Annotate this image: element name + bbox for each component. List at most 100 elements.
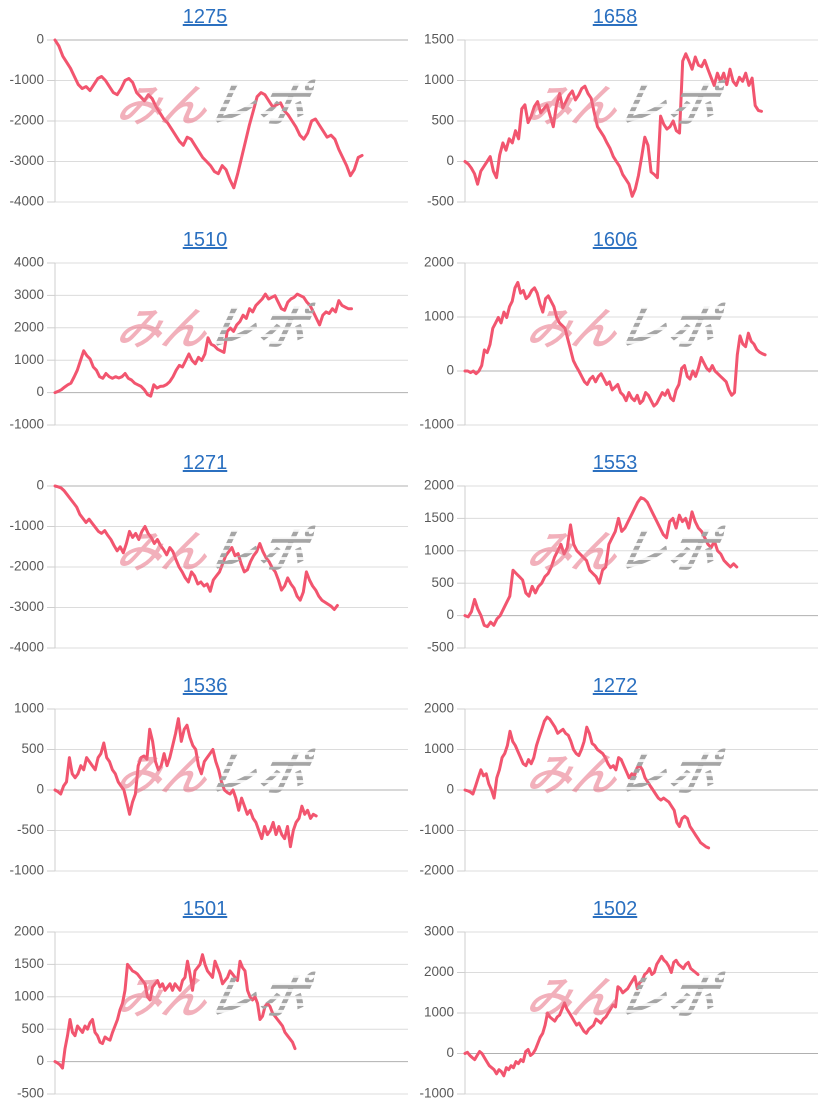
y-axis-tick-label: -1000 <box>9 863 44 878</box>
chart-title-link[interactable]: 1271 <box>182 452 228 474</box>
y-axis-tick-label: -1000 <box>9 417 44 432</box>
data-series-line <box>463 52 763 198</box>
chart-title-row: 1658 <box>410 0 820 34</box>
y-axis-tick-label: 1500 <box>14 956 44 971</box>
chart-plot-area: 2000 1000 0 -1000 みんレポ <box>410 257 820 446</box>
chart-cell: 1536 1000 500 0 -500 -1000 みんレポ <box>0 669 410 892</box>
chart-title-row: 1553 <box>410 446 820 480</box>
data-series-line <box>53 484 339 611</box>
y-axis-tick-label: 0 <box>36 1053 44 1068</box>
chart-cell: 1658 1500 1000 500 0 -500 みんレポ <box>410 0 820 223</box>
y-axis-tick-label: -500 <box>17 1086 44 1101</box>
y-axis-tick-label: 2000 <box>424 257 454 270</box>
y-axis-tick-label: 2000 <box>14 926 44 939</box>
y-axis-tick-label: 2000 <box>424 703 454 716</box>
chart-title-link[interactable]: 1553 <box>592 452 638 474</box>
chart-cell: 1275 0 -1000 -2000 -3000 -4000 みんレポ <box>0 0 410 223</box>
y-axis-tick-label: 0 <box>446 153 454 168</box>
y-axis-tick-label: -2000 <box>9 113 44 128</box>
y-axis-tick-label: -500 <box>17 822 44 837</box>
line-chart-svg: 2000 1000 0 -1000 -2000 <box>419 703 818 878</box>
y-axis-tick-label: 4000 <box>14 257 44 270</box>
y-axis-tick-label: 500 <box>431 113 454 128</box>
y-axis-tick-label: -1000 <box>419 822 454 837</box>
chart-title-link[interactable]: 1275 <box>182 6 228 28</box>
y-axis-tick-label: 500 <box>21 1021 44 1036</box>
chart-title-row: 1272 <box>410 669 820 703</box>
chart-title-row: 1502 <box>410 892 820 926</box>
chart-cell: 1553 2000 1500 1000 500 0 -500 みんレポ <box>410 446 820 669</box>
line-chart-svg: 0 -1000 -2000 -3000 -4000 <box>9 480 408 655</box>
chart-title-link[interactable]: 1272 <box>592 675 638 697</box>
chart-title-link[interactable]: 1658 <box>592 6 638 28</box>
y-axis-tick-label: 0 <box>36 782 44 797</box>
y-axis-tick-label: -1000 <box>9 72 44 87</box>
y-axis-tick-label: -2000 <box>9 559 44 574</box>
line-chart-svg: 2000 1500 1000 500 0 -500 <box>424 480 818 655</box>
data-series-line <box>53 717 318 849</box>
chart-title-row: 1510 <box>0 223 410 257</box>
data-series-line <box>463 496 739 629</box>
chart-title-link[interactable]: 1536 <box>182 675 228 697</box>
y-axis-tick-label: 0 <box>446 782 454 797</box>
y-axis-tick-label: -4000 <box>9 640 44 655</box>
chart-title-row: 1606 <box>410 223 820 257</box>
y-axis-tick-label: -1000 <box>419 1086 454 1101</box>
chart-plot-area: 3000 2000 1000 0 -1000 みんレポ <box>410 926 820 1115</box>
data-series-line <box>53 38 364 190</box>
chart-cell: 1272 2000 1000 0 -1000 -2000 みんレポ <box>410 669 820 892</box>
y-axis-tick-label: -2000 <box>419 863 454 878</box>
y-axis-tick-label: -3000 <box>9 153 44 168</box>
y-axis-tick-label: 1000 <box>424 72 454 87</box>
y-axis-tick-label: -4000 <box>9 194 44 209</box>
y-axis-tick-label: 2000 <box>424 480 454 493</box>
line-chart-svg: 2000 1500 1000 500 0 -500 <box>14 926 408 1101</box>
y-axis-tick-label: -1000 <box>419 417 454 432</box>
chart-cell: 1606 2000 1000 0 -1000 みんレポ <box>410 223 820 446</box>
y-axis-tick-label: 1000 <box>14 703 44 716</box>
y-axis-tick-label: 0 <box>446 363 454 378</box>
data-series-line <box>53 953 297 1070</box>
chart-plot-area: 0 -1000 -2000 -3000 -4000 みんレポ <box>0 480 410 669</box>
chart-cell: 1271 0 -1000 -2000 -3000 -4000 みんレポ <box>0 446 410 669</box>
y-axis-tick-label: 0 <box>446 607 454 622</box>
chart-plot-area: 1500 1000 500 0 -500 みんレポ <box>410 34 820 223</box>
y-axis-tick-label: -3000 <box>9 599 44 614</box>
chart-cell: 1510 4000 3000 2000 1000 0 -1000 みんレポ <box>0 223 410 446</box>
line-chart-svg: 2000 1000 0 -1000 <box>419 257 818 432</box>
chart-title-row: 1275 <box>0 0 410 34</box>
chart-plot-area: 2000 1500 1000 500 0 -500 みんレポ <box>0 926 410 1115</box>
chart-title-link[interactable]: 1501 <box>182 898 228 920</box>
y-axis-tick-label: 500 <box>21 741 44 756</box>
y-axis-tick-label: 2000 <box>424 964 454 979</box>
chart-title-row: 1501 <box>0 892 410 926</box>
y-axis-tick-label: 1000 <box>14 988 44 1003</box>
y-axis-tick-label: 1000 <box>424 309 454 324</box>
y-axis-tick-label: 3000 <box>424 926 454 939</box>
y-axis-tick-label: 0 <box>36 34 44 47</box>
y-axis-tick-label: -1000 <box>9 518 44 533</box>
chart-title-row: 1271 <box>0 446 410 480</box>
y-axis-tick-label: 1000 <box>14 352 44 367</box>
y-axis-tick-label: 3000 <box>14 287 44 302</box>
chart-title-link[interactable]: 1510 <box>182 229 228 251</box>
y-axis-tick-label: 500 <box>431 575 454 590</box>
y-axis-tick-label: 2000 <box>14 319 44 334</box>
y-axis-tick-label: 0 <box>36 480 44 493</box>
chart-plot-area: 1000 500 0 -500 -1000 みんレポ <box>0 703 410 892</box>
y-axis-tick-label: 0 <box>36 384 44 399</box>
y-axis-tick-label: 1500 <box>424 510 454 525</box>
chart-title-link[interactable]: 1502 <box>592 898 638 920</box>
data-series-line <box>463 715 711 850</box>
chart-cell: 1501 2000 1500 1000 500 0 -500 みんレポ <box>0 892 410 1115</box>
chart-plot-area: 0 -1000 -2000 -3000 -4000 みんレポ <box>0 34 410 223</box>
y-axis-tick-label: -500 <box>427 194 454 209</box>
chart-plot-area: 2000 1000 0 -1000 -2000 みんレポ <box>410 703 820 892</box>
y-axis-tick-label: 1000 <box>424 542 454 557</box>
y-axis-tick-label: 0 <box>446 1045 454 1060</box>
line-chart-svg: 1000 500 0 -500 -1000 <box>9 703 408 878</box>
data-series-line <box>463 954 700 1078</box>
chart-title-link[interactable]: 1606 <box>592 229 638 251</box>
y-axis-tick-label: 1500 <box>424 34 454 47</box>
